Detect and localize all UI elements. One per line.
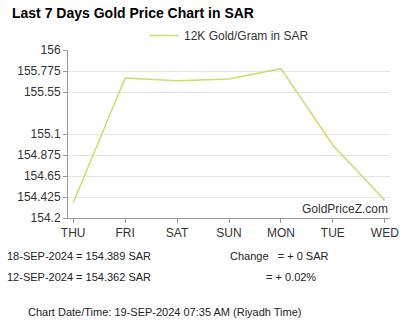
svg-text:FRI: FRI [115,226,134,240]
svg-text:THU: THU [61,226,86,240]
svg-text:154.425: 154.425 [17,190,61,204]
svg-text:SUN: SUN [216,226,241,240]
svg-text:155.1: 155.1 [31,127,61,141]
svg-text:154.875: 154.875 [17,148,61,162]
svg-text:18-SEP-2024 = 154.389 SAR: 18-SEP-2024 = 154.389 SAR [7,250,151,262]
svg-text:= + 0.02%: = + 0.02% [266,271,316,283]
svg-text:154.2: 154.2 [31,211,61,225]
svg-text:Chart Date/Time: 19-SEP-2024 0: Chart Date/Time: 19-SEP-2024 07:35 AM (R… [28,306,302,318]
svg-text:WED: WED [371,226,399,240]
svg-text:MON: MON [267,226,295,240]
svg-text:155.775: 155.775 [17,64,61,78]
svg-text:SAT: SAT [166,226,189,240]
svg-text:155.55: 155.55 [24,85,61,99]
svg-text:GoldPriceZ.com: GoldPriceZ.com [302,202,388,216]
svg-text:12-SEP-2024 = 154.362 SAR: 12-SEP-2024 = 154.362 SAR [7,271,151,283]
svg-text:156: 156 [41,43,61,57]
svg-text:Last 7 Days Gold Price Chart i: Last 7 Days Gold Price Chart in SAR [12,5,254,21]
svg-text:Change = + 0 SAR: Change = + 0 SAR [230,250,329,262]
svg-text:154.65: 154.65 [24,169,61,183]
svg-text:12K Gold/Gram in SAR: 12K Gold/Gram in SAR [184,29,308,43]
svg-text:TUE: TUE [321,226,345,240]
